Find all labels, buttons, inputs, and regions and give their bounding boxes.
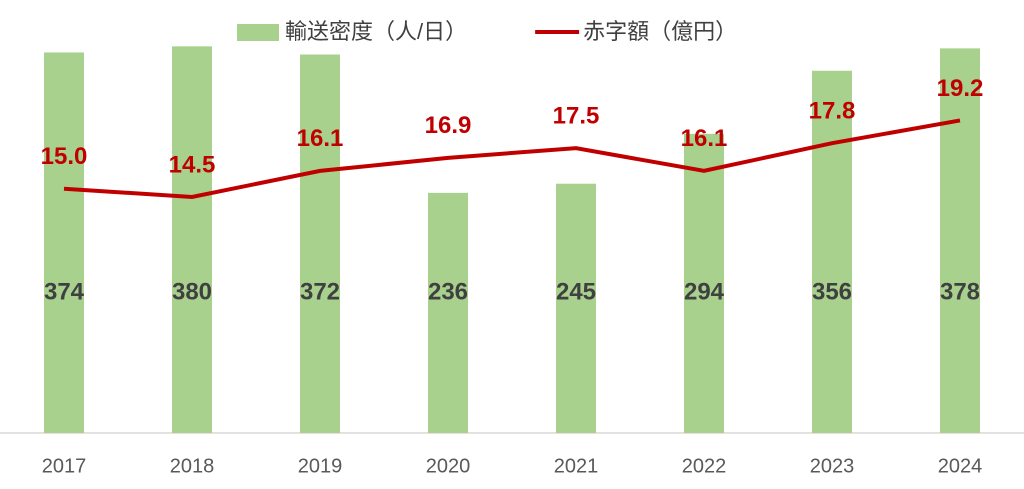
bar-value-label: 245	[556, 278, 596, 305]
bar	[684, 133, 724, 434]
bar-value-label: 356	[812, 278, 852, 305]
bar-value-label: 374	[44, 278, 85, 305]
legend-label: 赤字額（億円）	[583, 19, 737, 44]
bar	[44, 52, 84, 434]
x-tick-label: 2023	[810, 455, 855, 477]
bar	[556, 183, 596, 433]
bar	[428, 192, 468, 433]
bar-value-label: 236	[428, 278, 468, 305]
legend-swatch	[237, 24, 279, 41]
x-tick-label: 2017	[42, 455, 87, 477]
bar	[172, 46, 212, 433]
x-tick-label: 2022	[682, 455, 727, 477]
bar	[940, 48, 980, 433]
line-value-label: 16.9	[425, 112, 472, 139]
bar-value-label: 294	[684, 278, 725, 305]
x-tick-label: 2019	[298, 455, 343, 477]
line-value-label: 17.5	[553, 102, 600, 129]
line-value-label: 16.1	[681, 125, 728, 152]
bar	[812, 70, 852, 434]
bar	[300, 54, 340, 434]
bar-value-label: 378	[940, 278, 980, 305]
bar-value-label: 372	[300, 278, 340, 305]
line-value-label: 15.0	[41, 143, 88, 170]
line-value-label: 16.1	[297, 125, 344, 152]
line-value-label: 19.2	[937, 75, 984, 102]
x-tick-label: 2018	[170, 455, 215, 477]
bar-value-label: 380	[172, 278, 212, 305]
line	[63, 118, 961, 199]
legend-label: 輸送密度（人/日）	[285, 19, 467, 44]
line-value-label: 14.5	[169, 151, 216, 178]
x-tick-label: 2021	[554, 455, 599, 477]
line-value-label: 17.8	[809, 98, 856, 125]
x-tick-label: 2020	[426, 455, 471, 477]
x-tick-label: 2024	[938, 455, 983, 477]
